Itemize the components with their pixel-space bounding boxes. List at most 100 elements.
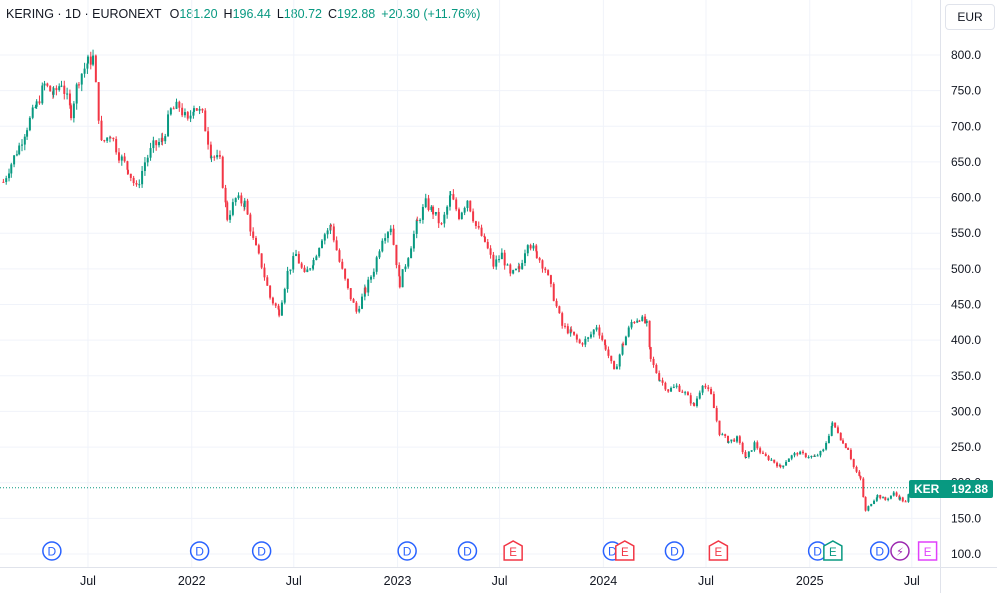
candle-body: [876, 495, 879, 498]
candle-body: [636, 320, 639, 323]
candle-body: [210, 156, 213, 158]
candle-body: [698, 392, 701, 399]
candle-body: [704, 385, 707, 388]
candle-body: [759, 448, 762, 453]
candle-body: [384, 238, 387, 241]
candle-body: [415, 220, 418, 234]
candle-body: [535, 251, 538, 259]
price-axis[interactable]: 800.0 750.0 700.0 650.0 600.0 550.0 500.0 450.0…: [951, 48, 981, 561]
candle-body: [367, 279, 370, 293]
open-label: O: [169, 7, 180, 21]
earnings-marker[interactable]: E: [503, 540, 523, 561]
candle-body: [86, 56, 89, 64]
candle-body: [297, 253, 300, 264]
candle-body: [218, 155, 221, 157]
candle-body: [249, 214, 252, 232]
candle-body: [753, 442, 756, 451]
dividend-marker[interactable]: D: [869, 541, 890, 561]
earnings-marker[interactable]: E: [917, 541, 938, 561]
candle-body: [879, 495, 882, 499]
candle-body: [644, 316, 647, 323]
split-label: ⚡: [896, 546, 904, 559]
candle-body: [80, 73, 83, 85]
symbol-title[interactable]: KERING · 1D · EURONEXT: [6, 7, 162, 21]
dividend-marker[interactable]: D: [397, 541, 417, 561]
candle-body: [381, 240, 384, 252]
candle-body: [207, 131, 210, 145]
candle-body: [810, 455, 813, 458]
candle-body: [847, 448, 850, 450]
candle-body: [712, 393, 715, 409]
candle-body: [446, 206, 449, 215]
candle-body: [341, 261, 344, 269]
candle-body: [747, 451, 750, 458]
candle-body: [529, 245, 532, 249]
candle-body: [489, 248, 492, 255]
candle-body: [161, 137, 164, 142]
candle-body: [143, 162, 146, 171]
candle-body: [289, 269, 292, 271]
candle-body: [858, 471, 861, 476]
candle-body: [72, 103, 75, 119]
candle-body: [455, 199, 458, 210]
events-row[interactable]: D D D D D E D E D E D E D ⚡ E: [42, 540, 938, 561]
candle-body: [512, 270, 515, 274]
candle-body: [844, 443, 847, 449]
candle-body: [274, 303, 277, 306]
candle-body: [216, 155, 219, 158]
candle-body: [492, 254, 495, 267]
candle-body: [503, 252, 506, 266]
dividend-marker[interactable]: D: [251, 541, 272, 561]
earnings-marker[interactable]: E: [823, 540, 843, 561]
dividend-marker[interactable]: D: [189, 541, 210, 561]
candle-body: [303, 267, 306, 273]
candle-body: [109, 137, 112, 139]
dividend-marker[interactable]: D: [457, 541, 478, 561]
candle-body: [618, 354, 621, 367]
earnings-label: E: [715, 547, 723, 559]
candle-body: [624, 336, 627, 346]
candle-body: [309, 268, 312, 270]
dividend-icon: [397, 541, 417, 561]
candle-body: [726, 435, 729, 443]
candle-body: [825, 443, 828, 450]
candle-body: [15, 154, 18, 156]
candle-body: [240, 195, 243, 204]
close-label: C: [328, 7, 338, 21]
time-tick-label: Jul: [698, 574, 714, 588]
candle-body: [311, 265, 314, 269]
candle-body: [103, 140, 106, 142]
price-tick-label: 750.0: [951, 84, 981, 98]
last-price-value: 192.88: [951, 482, 988, 496]
earnings-icon: [503, 540, 523, 561]
candle-body: [60, 85, 63, 87]
candle-body: [189, 115, 192, 119]
candle-body: [158, 142, 161, 146]
chart-legend: KERING · 1D · EURONEXT O 181.20 H 196.44 L…: [6, 7, 486, 21]
earnings-marker[interactable]: E: [708, 540, 729, 561]
candle-body: [138, 184, 141, 186]
dividend-label: D: [875, 545, 884, 559]
currency-button[interactable]: EUR: [945, 4, 995, 30]
price-tick-label: 500.0: [951, 262, 981, 276]
split-marker[interactable]: ⚡: [890, 541, 910, 561]
candle-body: [277, 305, 280, 310]
candle-body: [335, 240, 338, 251]
candle-body: [178, 101, 181, 108]
earnings-marker[interactable]: E: [615, 540, 635, 561]
candle-body: [395, 244, 398, 266]
candle-body: [149, 148, 152, 158]
candle-body: [836, 427, 839, 433]
candle-body: [58, 86, 61, 90]
candle-body: [152, 140, 155, 149]
candle-body: [106, 137, 109, 141]
candle-body: [246, 200, 249, 215]
dividend-marker[interactable]: D: [664, 541, 685, 561]
candle-body: [801, 451, 804, 454]
time-axis[interactable]: Jul 2022 Jul 2023 Jul 2024 Jul 2025 Jul: [80, 574, 920, 588]
dividend-marker[interactable]: D: [42, 541, 62, 561]
time-tick-label: 2025: [796, 574, 824, 588]
candle-body: [538, 258, 541, 261]
